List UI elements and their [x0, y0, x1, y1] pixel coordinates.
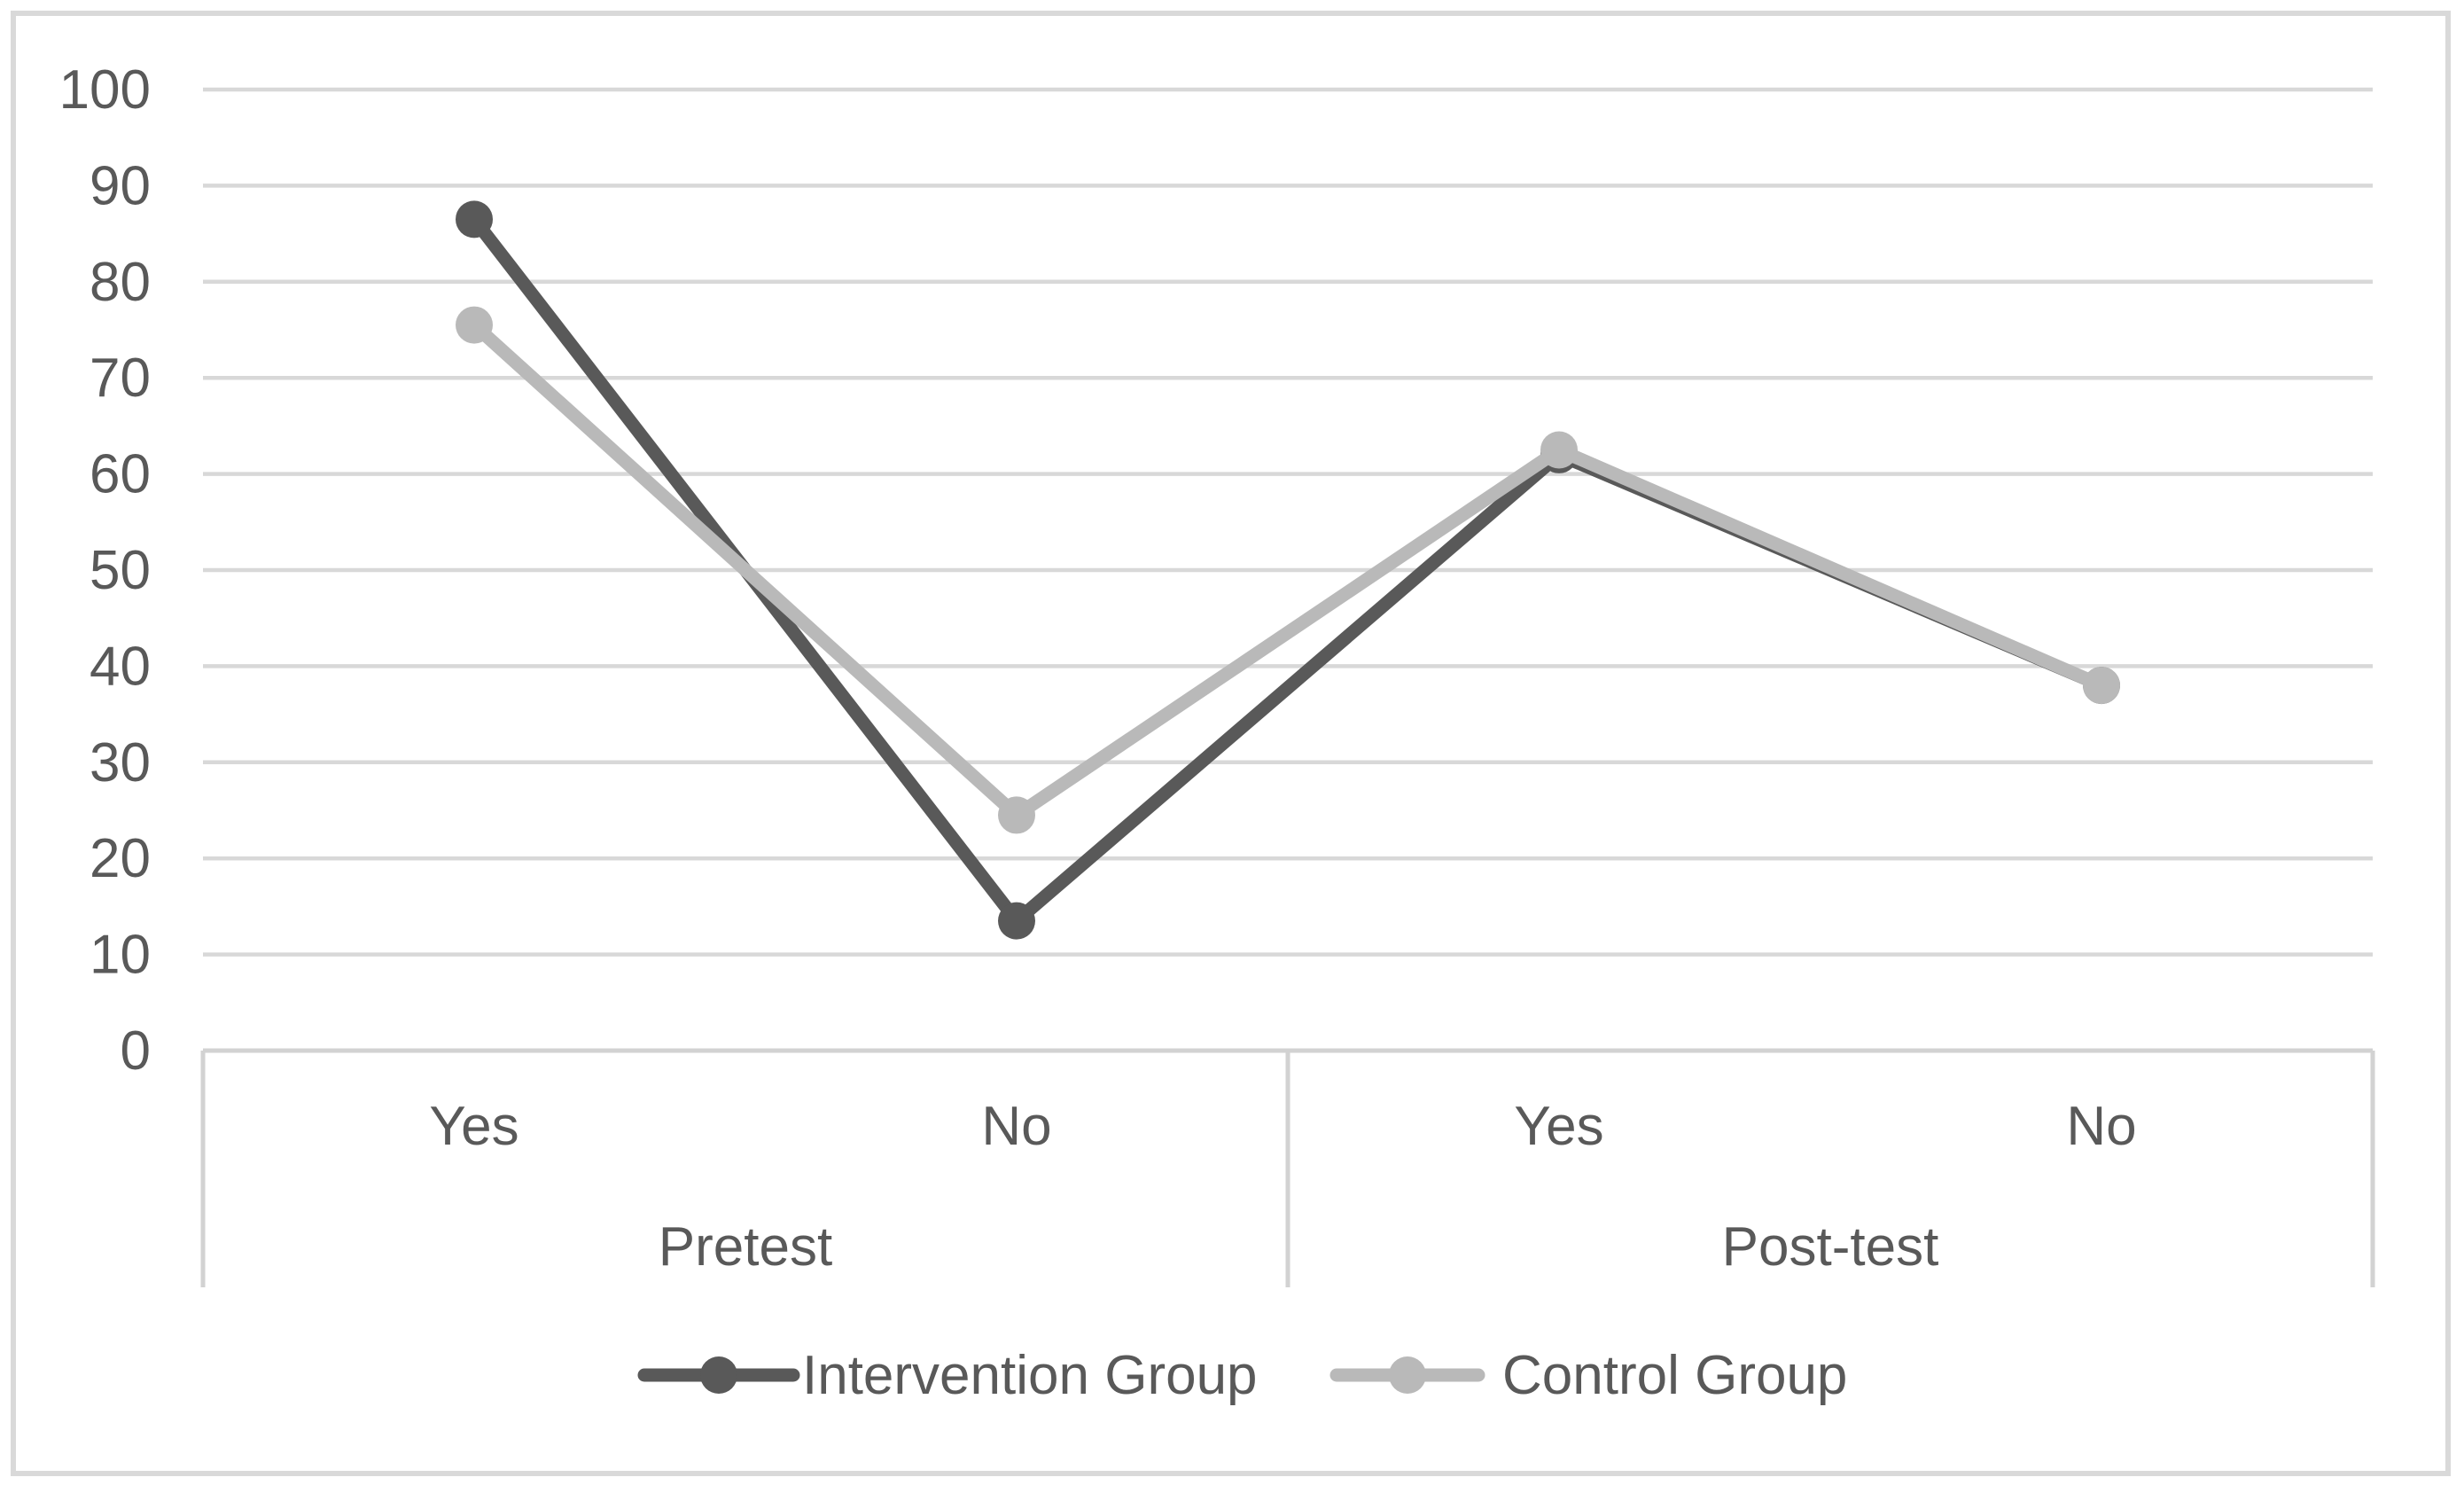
- data-point-marker-intervention-group: [998, 902, 1035, 940]
- y-tick-label: 60: [90, 444, 151, 505]
- y-tick-label: 70: [90, 348, 151, 409]
- y-tick-label: 20: [90, 828, 151, 889]
- y-tick-label: 30: [90, 732, 151, 793]
- category-label: No: [2066, 1096, 2136, 1157]
- y-tick-label: 50: [90, 540, 151, 601]
- y-tick-label: 100: [59, 59, 151, 121]
- data-point-marker-intervention-group: [456, 200, 493, 238]
- group-label: Post-test: [1722, 1216, 1939, 1278]
- legend-marker-icon: [1389, 1356, 1426, 1394]
- data-point-marker-control-group: [998, 796, 1035, 834]
- legend-marker-icon: [700, 1356, 737, 1394]
- group-label: Pretest: [659, 1216, 832, 1278]
- y-tick-label: 40: [90, 636, 151, 697]
- y-tick-label: 90: [90, 155, 151, 216]
- legend-label: Intervention Group: [802, 1345, 1258, 1406]
- legend-item-control-group: Control Group: [1329, 1345, 1847, 1406]
- series-line-control-group: [467, 318, 2109, 822]
- y-tick-label: 0: [121, 1020, 151, 1082]
- category-label: Yes: [429, 1096, 519, 1157]
- y-tick-label: 10: [90, 925, 151, 986]
- data-point-marker-control-group: [456, 306, 493, 344]
- legend-label: Control Group: [1502, 1345, 1847, 1406]
- category-label: Yes: [1514, 1096, 1603, 1157]
- legend-item-intervention-group: Intervention Group: [637, 1345, 1258, 1406]
- category-label: No: [981, 1096, 1051, 1157]
- data-point-marker-control-group: [2083, 667, 2120, 705]
- data-point-marker-control-group: [1540, 431, 1578, 469]
- y-tick-label: 80: [90, 252, 151, 313]
